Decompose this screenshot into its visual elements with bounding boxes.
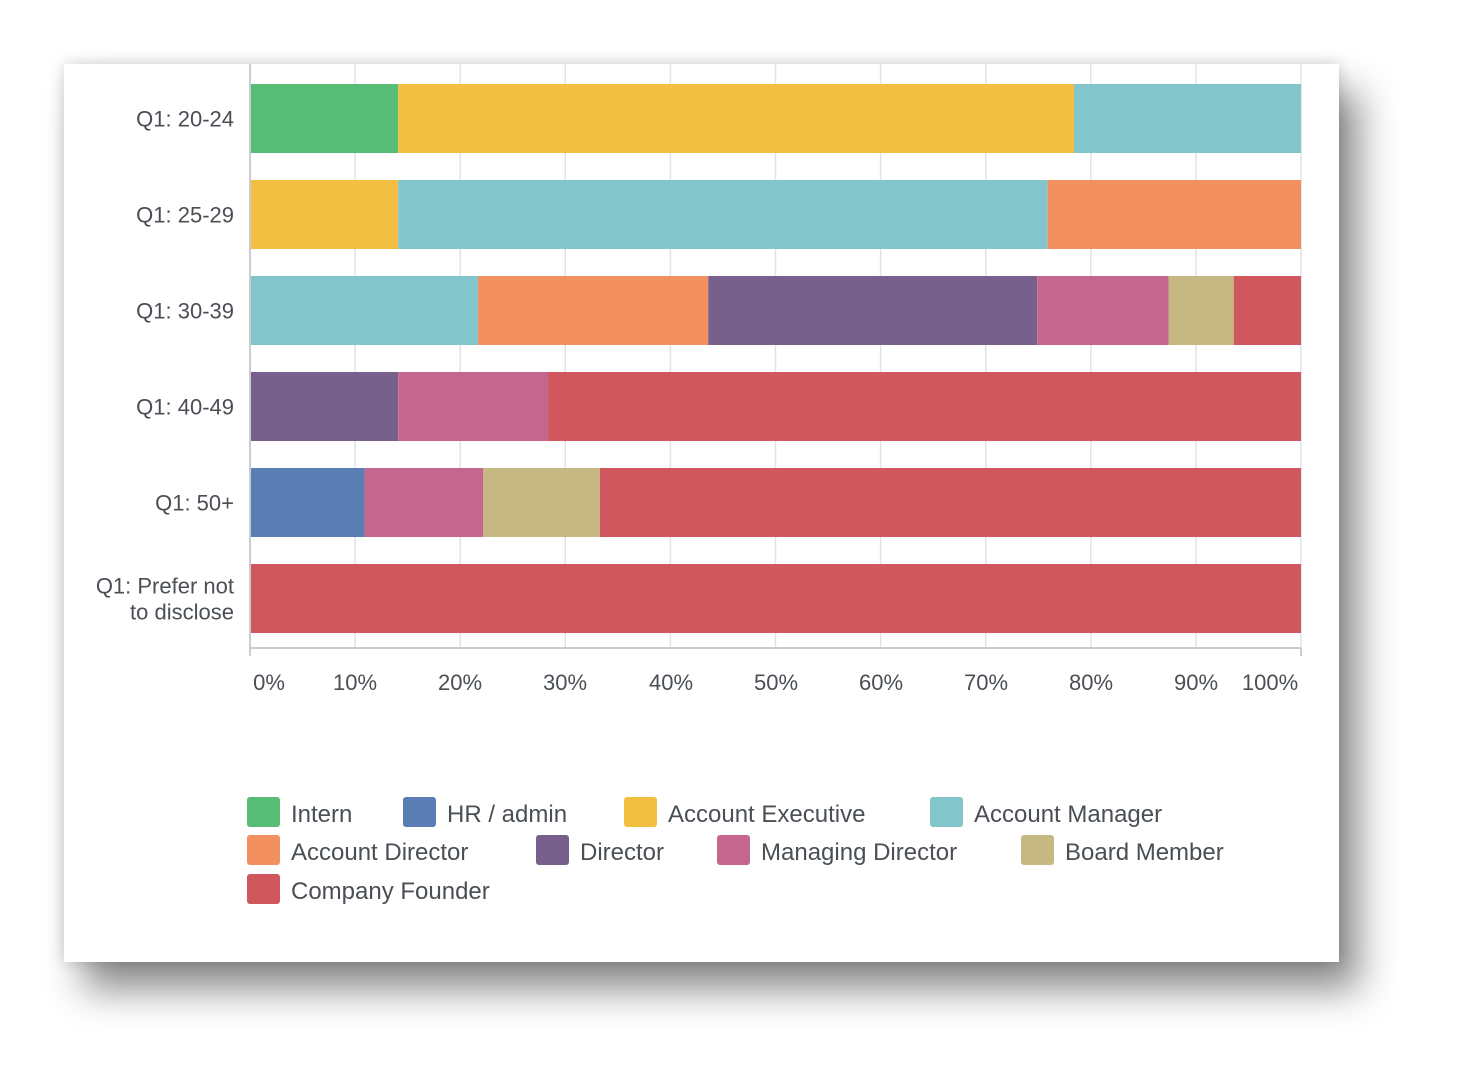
legend-swatch-4 — [247, 835, 280, 865]
legend-swatch-0 — [247, 797, 280, 827]
legend-swatch-8 — [247, 874, 280, 904]
bar-segment-2-3 — [250, 276, 479, 345]
bar-segment-0-0 — [250, 84, 399, 153]
bar-segment-2-8 — [1233, 276, 1301, 345]
bar-segment-4-6 — [364, 468, 484, 537]
bar-segment-1-4 — [1047, 180, 1301, 249]
bar-segment-1-2 — [250, 180, 399, 249]
legend-label-5: Director — [580, 839, 664, 866]
x-tick-labels: 0% 10% 20% 30% 40% 50% 60% 70% 80% 90% 100% — [253, 670, 1298, 695]
legend-label-1: HR / admin — [447, 801, 567, 828]
bar-segment-3-5 — [250, 372, 399, 441]
legend-label-7: Board Member — [1065, 839, 1224, 866]
category-labels: Q1: 20-24 Q1: 25-29 Q1: 30-39 Q1: 40-49 Q1: … — [96, 107, 234, 625]
category-label-4: Q1: 50+ — [155, 491, 234, 516]
category-label-2: Q1: 30-39 — [136, 299, 234, 324]
grid-lines — [249, 64, 1302, 648]
bars — [250, 84, 1301, 633]
bar-segment-5-8 — [250, 564, 1301, 633]
legend-swatch-3 — [930, 797, 963, 827]
legend-label-4: Account Director — [291, 839, 468, 866]
bar-segment-4-1 — [250, 468, 365, 537]
legend-label-0: Intern — [291, 801, 352, 828]
legend-swatch-6 — [717, 835, 750, 865]
bar-segment-0-3 — [1073, 84, 1301, 153]
legend-swatch-7 — [1021, 835, 1054, 865]
legend: Intern HR / admin Account Executive Account… — [247, 797, 1224, 905]
bar-segment-4-7 — [483, 468, 600, 537]
category-label-0: Q1: 20-24 — [136, 107, 234, 132]
category-label-5: Q1: Prefer not to disclose — [96, 574, 234, 625]
x-tick-label-6: 60% — [859, 670, 903, 695]
x-tick-label-0: 0% — [253, 670, 285, 695]
x-tick-label-7: 70% — [964, 670, 1008, 695]
x-tick-label-4: 40% — [649, 670, 693, 695]
x-tick-label-8: 80% — [1069, 670, 1113, 695]
legend-swatch-2 — [624, 797, 657, 827]
legend-label-3: Account Manager — [974, 801, 1162, 828]
x-tick-label-2: 20% — [438, 670, 482, 695]
x-tick-label-9: 90% — [1174, 670, 1218, 695]
bar-segment-2-6 — [1037, 276, 1169, 345]
axes — [249, 64, 1302, 656]
legend-label-8: Company Founder — [291, 878, 490, 905]
x-tick-label-3: 30% — [543, 670, 587, 695]
x-tick-label-1: 10% — [333, 670, 377, 695]
legend-label-6: Managing Director — [761, 839, 957, 866]
legend-swatch-5 — [536, 835, 569, 865]
category-label-3: Q1: 40-49 — [136, 395, 234, 420]
x-tick-label-5: 50% — [754, 670, 798, 695]
category-label-1: Q1: 25-29 — [136, 203, 234, 228]
bar-segment-3-8 — [548, 372, 1301, 441]
bar-segment-2-4 — [478, 276, 709, 345]
x-tick-label-10: 100% — [1242, 670, 1298, 695]
bar-segment-1-3 — [398, 180, 1048, 249]
bar-segment-2-5 — [708, 276, 1038, 345]
bar-segment-4-8 — [599, 468, 1301, 537]
bar-segment-0-2 — [398, 84, 1074, 153]
bar-segment-2-7 — [1168, 276, 1234, 345]
bar-segment-3-6 — [398, 372, 549, 441]
legend-label-2: Account Executive — [668, 801, 865, 828]
legend-swatch-1 — [403, 797, 436, 827]
